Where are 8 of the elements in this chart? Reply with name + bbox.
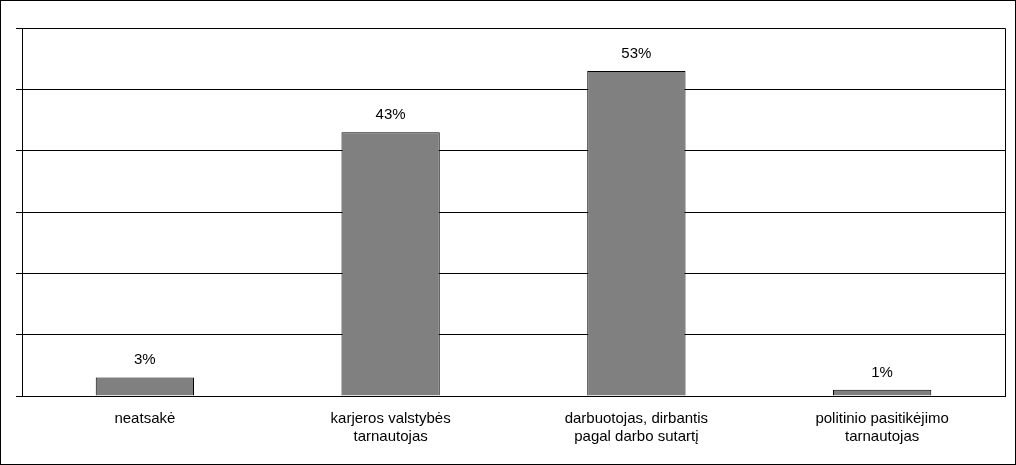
data-label: 53% <box>621 43 652 61</box>
data-label: 1% <box>871 362 893 380</box>
data-label: 43% <box>375 104 406 122</box>
x-tick-label: darbuotojas, dirbantis pagal darbo sutartį <box>564 409 709 445</box>
x-tick-label: neatsakė <box>114 409 176 427</box>
data-label: 3% <box>134 350 156 368</box>
x-tick-label: karjeros valstybės tarnautojas <box>330 409 451 445</box>
x-tick-label: politinio pasitikėjimo tarnautojas <box>815 409 949 445</box>
